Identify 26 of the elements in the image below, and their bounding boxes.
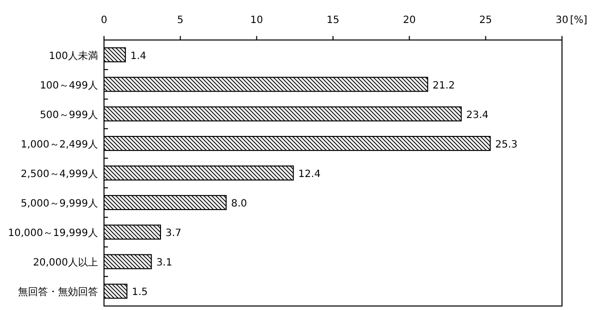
- data-label: 25.3: [495, 139, 518, 150]
- x-tick-label: 30: [556, 15, 568, 26]
- data-label: 1.4: [130, 50, 146, 62]
- y-tick-label: 500～999人: [40, 110, 98, 121]
- y-tick-label: 無回答・無効回答: [18, 286, 98, 298]
- x-tick-label: 25: [479, 15, 492, 26]
- x-axis-title: [%]: [570, 15, 588, 26]
- x-tick-label: 10: [250, 15, 264, 26]
- data-label: 23.4: [466, 110, 489, 121]
- data-label: 3.1: [156, 258, 172, 269]
- y-tick-label: 2,500～4,999人: [20, 169, 98, 180]
- x-tick-label: 5: [177, 15, 184, 26]
- data-label: 21.2: [432, 80, 455, 92]
- x-tick-label: 20: [402, 15, 416, 26]
- data-label: 12.4: [298, 169, 321, 180]
- data-label: 3.7: [165, 228, 182, 240]
- y-tick-label: 5,000～9,999人: [20, 198, 98, 210]
- x-tick-label: 15: [326, 15, 340, 26]
- y-tick-label: 1,000～2,499人: [20, 139, 98, 150]
- x-tick-label: 0: [100, 15, 108, 26]
- y-tick-label: 10,000～19,999人: [8, 228, 98, 240]
- data-label: 8.0: [231, 198, 248, 210]
- data-label: 1.5: [132, 287, 148, 298]
- y-tick-label: 20,000人以上: [33, 256, 98, 269]
- y-tick-label: 100～499人: [40, 80, 98, 92]
- y-tick-label: 100人未満: [48, 50, 98, 62]
